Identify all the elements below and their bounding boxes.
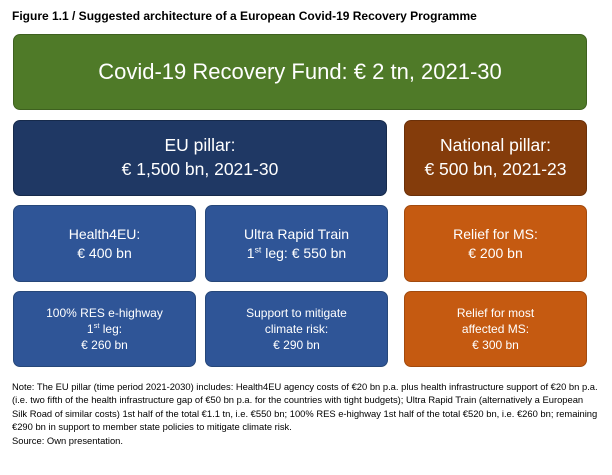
health4eu-box: Health4EU: € 400 bn bbox=[13, 205, 196, 282]
relief-most-affected-subtitle: affected MS: bbox=[461, 321, 530, 336]
figure-note: Note: The EU pillar (time period 2021-20… bbox=[12, 380, 600, 448]
recovery-fund-box: Covid-19 Recovery Fund: € 2 tn, 2021-30 bbox=[13, 34, 587, 110]
relief-ms-box: Relief for MS: € 200 bn bbox=[404, 205, 587, 282]
national-pillar-amount: € 500 bn, 2021-23 bbox=[424, 159, 567, 179]
res-e-highway-leg: 1st leg: bbox=[86, 320, 123, 336]
climate-risk-box: Support to mitigate climate risk: € 290 … bbox=[205, 291, 388, 367]
eu-pillar-box: EU pillar: € 1,500 bn, 2021-30 bbox=[13, 120, 387, 196]
res-e-highway-title: 100% RES e-highway bbox=[46, 305, 163, 320]
national-pillar-title: National pillar: bbox=[440, 135, 551, 156]
res-e-highway-amount: € 260 bn bbox=[81, 338, 128, 353]
relief-ms-title: Relief for MS: bbox=[453, 225, 538, 242]
ultra-rapid-train-title: Ultra Rapid Train bbox=[243, 225, 350, 242]
health4eu-amount: € 400 bn bbox=[77, 244, 132, 261]
ultra-rapid-train-box: Ultra Rapid Train 1st leg: € 550 bn bbox=[205, 205, 388, 282]
climate-risk-subtitle: climate risk: bbox=[264, 321, 329, 336]
note-text: Note: The EU pillar (time period 2021-20… bbox=[12, 381, 598, 433]
relief-most-affected-title: Relief for most bbox=[456, 305, 535, 320]
climate-risk-title: Support to mitigate bbox=[246, 305, 347, 320]
health4eu-title: Health4EU: bbox=[68, 225, 141, 242]
source-text: Source: Own presentation. bbox=[12, 435, 123, 447]
eu-pillar-amount: € 1,500 bn, 2021-30 bbox=[121, 159, 279, 179]
figure-title: Figure 1.1 / Suggested architecture of a… bbox=[12, 9, 477, 23]
relief-most-affected-box: Relief for most affected MS: € 300 bn bbox=[404, 291, 587, 367]
climate-risk-amount: € 290 bn bbox=[273, 338, 320, 353]
relief-most-affected-amount: € 300 bn bbox=[472, 338, 519, 353]
national-pillar-box: National pillar: € 500 bn, 2021-23 bbox=[404, 120, 587, 196]
eu-pillar-title: EU pillar: bbox=[164, 135, 236, 156]
relief-ms-amount: € 200 bn bbox=[468, 244, 523, 261]
recovery-fund-label: Covid-19 Recovery Fund: € 2 tn, 2021-30 bbox=[98, 59, 502, 85]
ultra-rapid-train-amount: 1st leg: € 550 bn bbox=[246, 243, 347, 261]
res-e-highway-box: 100% RES e-highway 1st leg: € 260 bn bbox=[13, 291, 196, 367]
